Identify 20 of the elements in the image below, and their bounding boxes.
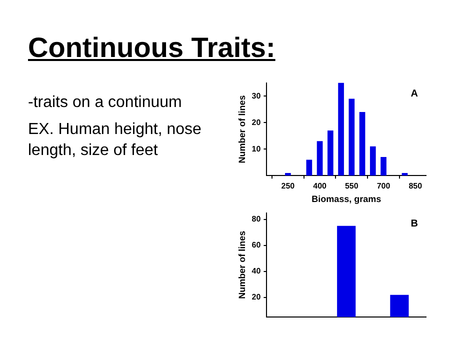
x-tick-label: 850 xyxy=(408,182,423,191)
y-axis-title: Number of lines xyxy=(236,95,247,164)
y-axis-title: Number of lines xyxy=(236,230,247,299)
annotation: A xyxy=(410,88,418,100)
y-tick-label: 80 xyxy=(252,214,262,224)
y-tick-label: 60 xyxy=(252,240,262,250)
y-tick-label: 20 xyxy=(252,292,262,302)
x-tick-label: 400 xyxy=(313,182,328,191)
x-tick-label: 250 xyxy=(281,182,296,191)
y-tick-label: 20 xyxy=(252,118,262,127)
y-tick-label: 30 xyxy=(252,91,262,100)
x-axis-title: Biomass, grams xyxy=(312,194,382,204)
y-tick-label: 40 xyxy=(252,266,262,276)
text: EX. Human height, nose length, size of feet xyxy=(28,120,202,161)
x-tick-label: 700 xyxy=(376,182,391,191)
annotation: B xyxy=(410,218,418,230)
y-tick-label: 10 xyxy=(252,144,262,154)
text: -traits on a continuum xyxy=(28,93,183,113)
text: Continuous Traits: xyxy=(28,32,276,64)
x-tick-label: 550 xyxy=(344,182,359,191)
